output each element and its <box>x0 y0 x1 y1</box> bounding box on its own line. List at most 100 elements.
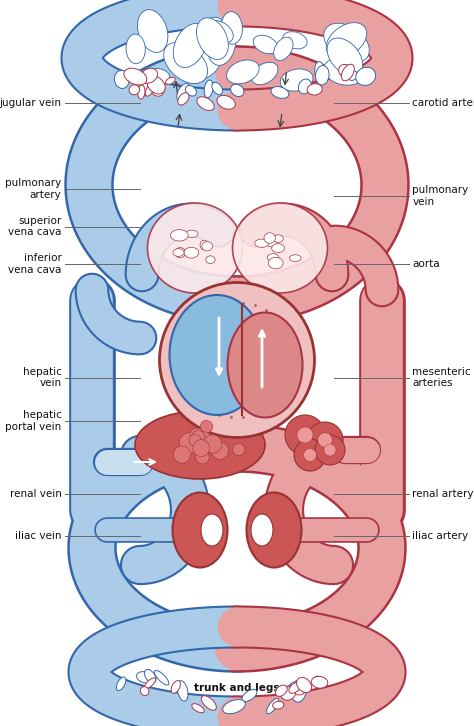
Text: iliac artery: iliac artery <box>412 531 468 541</box>
Ellipse shape <box>228 312 302 417</box>
Text: pulmonary
vein: pulmonary vein <box>412 185 469 207</box>
Circle shape <box>318 433 332 447</box>
Ellipse shape <box>184 248 199 258</box>
Ellipse shape <box>289 255 301 261</box>
Ellipse shape <box>137 672 152 683</box>
Ellipse shape <box>173 248 184 256</box>
Ellipse shape <box>290 682 306 693</box>
Ellipse shape <box>242 690 257 701</box>
Text: head and arms: head and arms <box>193 69 281 79</box>
Ellipse shape <box>197 97 214 110</box>
Ellipse shape <box>338 65 351 76</box>
Ellipse shape <box>197 17 228 60</box>
Ellipse shape <box>188 53 210 83</box>
Ellipse shape <box>195 17 224 49</box>
Ellipse shape <box>206 256 215 264</box>
Ellipse shape <box>327 38 363 76</box>
Ellipse shape <box>201 696 216 710</box>
Circle shape <box>193 440 210 457</box>
Circle shape <box>190 428 204 441</box>
Ellipse shape <box>177 681 188 701</box>
Ellipse shape <box>178 93 189 105</box>
Text: iliac vein: iliac vein <box>15 531 62 541</box>
Ellipse shape <box>177 83 190 102</box>
Ellipse shape <box>231 84 244 97</box>
Ellipse shape <box>246 492 301 568</box>
Ellipse shape <box>347 70 357 81</box>
Ellipse shape <box>159 282 315 438</box>
Text: hepatic
portal vein: hepatic portal vein <box>5 410 62 432</box>
Text: renal vein: renal vein <box>10 489 62 499</box>
Ellipse shape <box>124 68 147 85</box>
Ellipse shape <box>146 83 154 96</box>
Circle shape <box>324 444 336 456</box>
Ellipse shape <box>117 677 126 690</box>
Text: CO₂: CO₂ <box>165 648 185 658</box>
Ellipse shape <box>356 68 376 86</box>
Text: superior
vena cava: superior vena cava <box>8 216 62 237</box>
Ellipse shape <box>307 83 322 95</box>
Ellipse shape <box>147 76 165 94</box>
Ellipse shape <box>186 230 198 237</box>
Ellipse shape <box>267 253 279 261</box>
Circle shape <box>285 415 325 455</box>
Ellipse shape <box>264 233 275 243</box>
Ellipse shape <box>314 676 323 688</box>
Circle shape <box>189 434 201 446</box>
Circle shape <box>297 427 313 443</box>
Ellipse shape <box>171 680 181 693</box>
Text: CO₂: CO₂ <box>170 111 190 121</box>
Ellipse shape <box>204 80 213 98</box>
Ellipse shape <box>140 68 157 83</box>
Ellipse shape <box>266 238 277 247</box>
Ellipse shape <box>217 95 236 109</box>
Ellipse shape <box>271 86 289 99</box>
Text: O₂: O₂ <box>273 121 286 131</box>
Ellipse shape <box>147 203 243 293</box>
Ellipse shape <box>137 9 168 52</box>
Ellipse shape <box>137 81 150 96</box>
Ellipse shape <box>297 677 311 693</box>
Text: mesenteric
arteries: mesenteric arteries <box>412 367 471 388</box>
Ellipse shape <box>299 79 311 94</box>
Ellipse shape <box>233 203 328 293</box>
Circle shape <box>304 449 317 462</box>
Ellipse shape <box>202 242 212 251</box>
Ellipse shape <box>311 677 328 688</box>
Ellipse shape <box>273 234 283 242</box>
Ellipse shape <box>253 36 278 54</box>
Ellipse shape <box>144 678 156 689</box>
Ellipse shape <box>171 229 188 241</box>
Ellipse shape <box>283 32 307 49</box>
Ellipse shape <box>341 64 355 81</box>
Circle shape <box>194 432 213 451</box>
Ellipse shape <box>326 23 367 58</box>
Circle shape <box>307 422 343 458</box>
Circle shape <box>200 420 213 433</box>
Circle shape <box>294 439 326 471</box>
Ellipse shape <box>200 240 209 250</box>
Ellipse shape <box>148 78 164 97</box>
Ellipse shape <box>281 687 296 700</box>
Ellipse shape <box>316 65 329 85</box>
Text: pulmonary
artery: pulmonary artery <box>5 178 62 200</box>
Text: carotid artery: carotid artery <box>412 98 474 108</box>
Ellipse shape <box>252 62 278 85</box>
Ellipse shape <box>212 82 223 94</box>
Circle shape <box>173 446 191 463</box>
Circle shape <box>196 450 209 464</box>
Ellipse shape <box>114 70 129 89</box>
Ellipse shape <box>164 42 208 83</box>
Ellipse shape <box>151 81 165 93</box>
Ellipse shape <box>272 244 284 253</box>
Ellipse shape <box>280 69 313 91</box>
Ellipse shape <box>268 257 283 269</box>
Ellipse shape <box>165 77 175 84</box>
Circle shape <box>233 444 245 456</box>
Ellipse shape <box>155 670 169 685</box>
Ellipse shape <box>129 85 140 95</box>
Ellipse shape <box>223 700 246 714</box>
Ellipse shape <box>145 68 170 85</box>
Ellipse shape <box>283 685 300 693</box>
Circle shape <box>315 435 345 465</box>
